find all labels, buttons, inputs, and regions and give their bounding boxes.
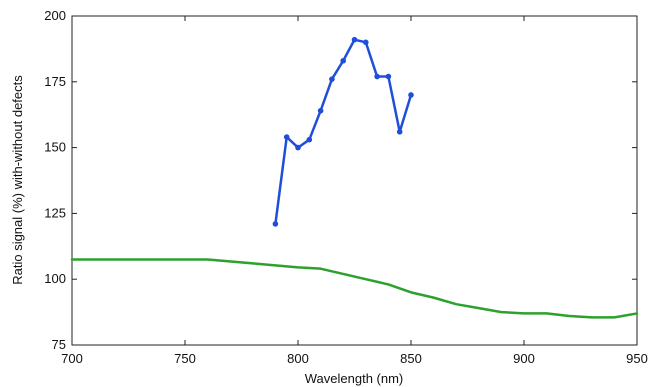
data-point <box>396 129 403 135</box>
x-axis: 700 750 800 850 900 950 <box>61 16 648 366</box>
x-tick-label: 800 <box>287 351 309 366</box>
data-point <box>329 76 335 82</box>
y-tick-label: 150 <box>44 140 66 155</box>
data-point <box>295 144 301 151</box>
y-axis-title: Ratio signal (%) with-without defects <box>10 75 25 285</box>
plot-area <box>71 15 638 346</box>
x-axis-title: Wavelength (nm) <box>305 371 404 386</box>
data-point <box>363 39 369 46</box>
data-point <box>351 36 358 43</box>
x-tick-label: 750 <box>174 351 196 366</box>
y-tick-label: 200 <box>44 8 66 23</box>
x-tick-label: 900 <box>513 351 535 366</box>
y-tick-label: 100 <box>44 271 66 286</box>
data-point <box>306 136 313 143</box>
data-point <box>272 221 279 227</box>
series-line-1 <box>70 258 639 319</box>
data-point <box>340 57 347 64</box>
data-point <box>283 134 290 140</box>
y-tick-label: 175 <box>44 74 66 89</box>
x-tick-label: 850 <box>400 351 422 366</box>
data-point <box>374 73 380 80</box>
x-tick-label: 950 <box>626 351 648 366</box>
x-tick-label: 700 <box>61 351 83 366</box>
data-point <box>385 73 392 80</box>
y-axis: 75 100 125 150 175 200 <box>44 8 637 352</box>
y-tick-label: 75 <box>52 337 66 352</box>
data-point <box>408 92 414 98</box>
data-point <box>317 107 324 114</box>
series-layer <box>70 36 639 319</box>
y-tick-label: 125 <box>44 205 66 220</box>
